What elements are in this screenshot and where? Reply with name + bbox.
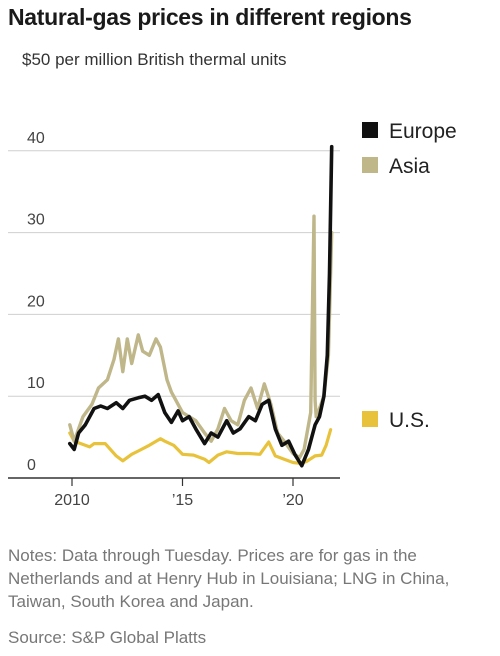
series-lines <box>68 144 334 468</box>
y-tick-label-30: 30 <box>27 212 45 229</box>
source-text: Source: S&P Global Platts <box>8 628 207 647</box>
y-tick-label-10: 10 <box>27 375 45 392</box>
legend-label-europe: Europe <box>389 120 457 143</box>
x-ticks: 2010 ’15 ’20 <box>54 478 304 509</box>
grid-lines <box>8 150 340 397</box>
legend: Europe Asia U.S. <box>362 120 457 432</box>
x-tick-label-2010: 2010 <box>54 492 90 509</box>
chart-svg: 0 10 20 30 40 2010 ’15 ’20 Europe Asia U.S. <box>8 120 457 509</box>
chart-subtitle: $50 per million British thermal units <box>22 50 287 69</box>
series-line-europe <box>68 144 334 468</box>
legend-label-us: U.S. <box>389 409 430 432</box>
legend-swatch-asia <box>362 157 378 173</box>
y-tick-label-0: 0 <box>27 457 36 474</box>
notes-text: Notes: Data through Tuesday. Prices are … <box>8 546 450 611</box>
series-line-us <box>68 428 333 465</box>
legend-swatch-us <box>362 411 378 427</box>
y-tick-labels: 0 10 20 30 40 <box>27 130 45 474</box>
x-tick-label-2020: ’20 <box>282 492 303 509</box>
legend-swatch-europe <box>362 122 378 138</box>
chart-title: Natural-gas prices in different regions <box>8 4 412 30</box>
y-tick-label-40: 40 <box>27 130 45 147</box>
legend-label-asia: Asia <box>389 155 430 178</box>
series-line-asia <box>68 214 334 460</box>
x-tick-label-2015: ’15 <box>172 492 193 509</box>
y-tick-label-20: 20 <box>27 293 45 310</box>
